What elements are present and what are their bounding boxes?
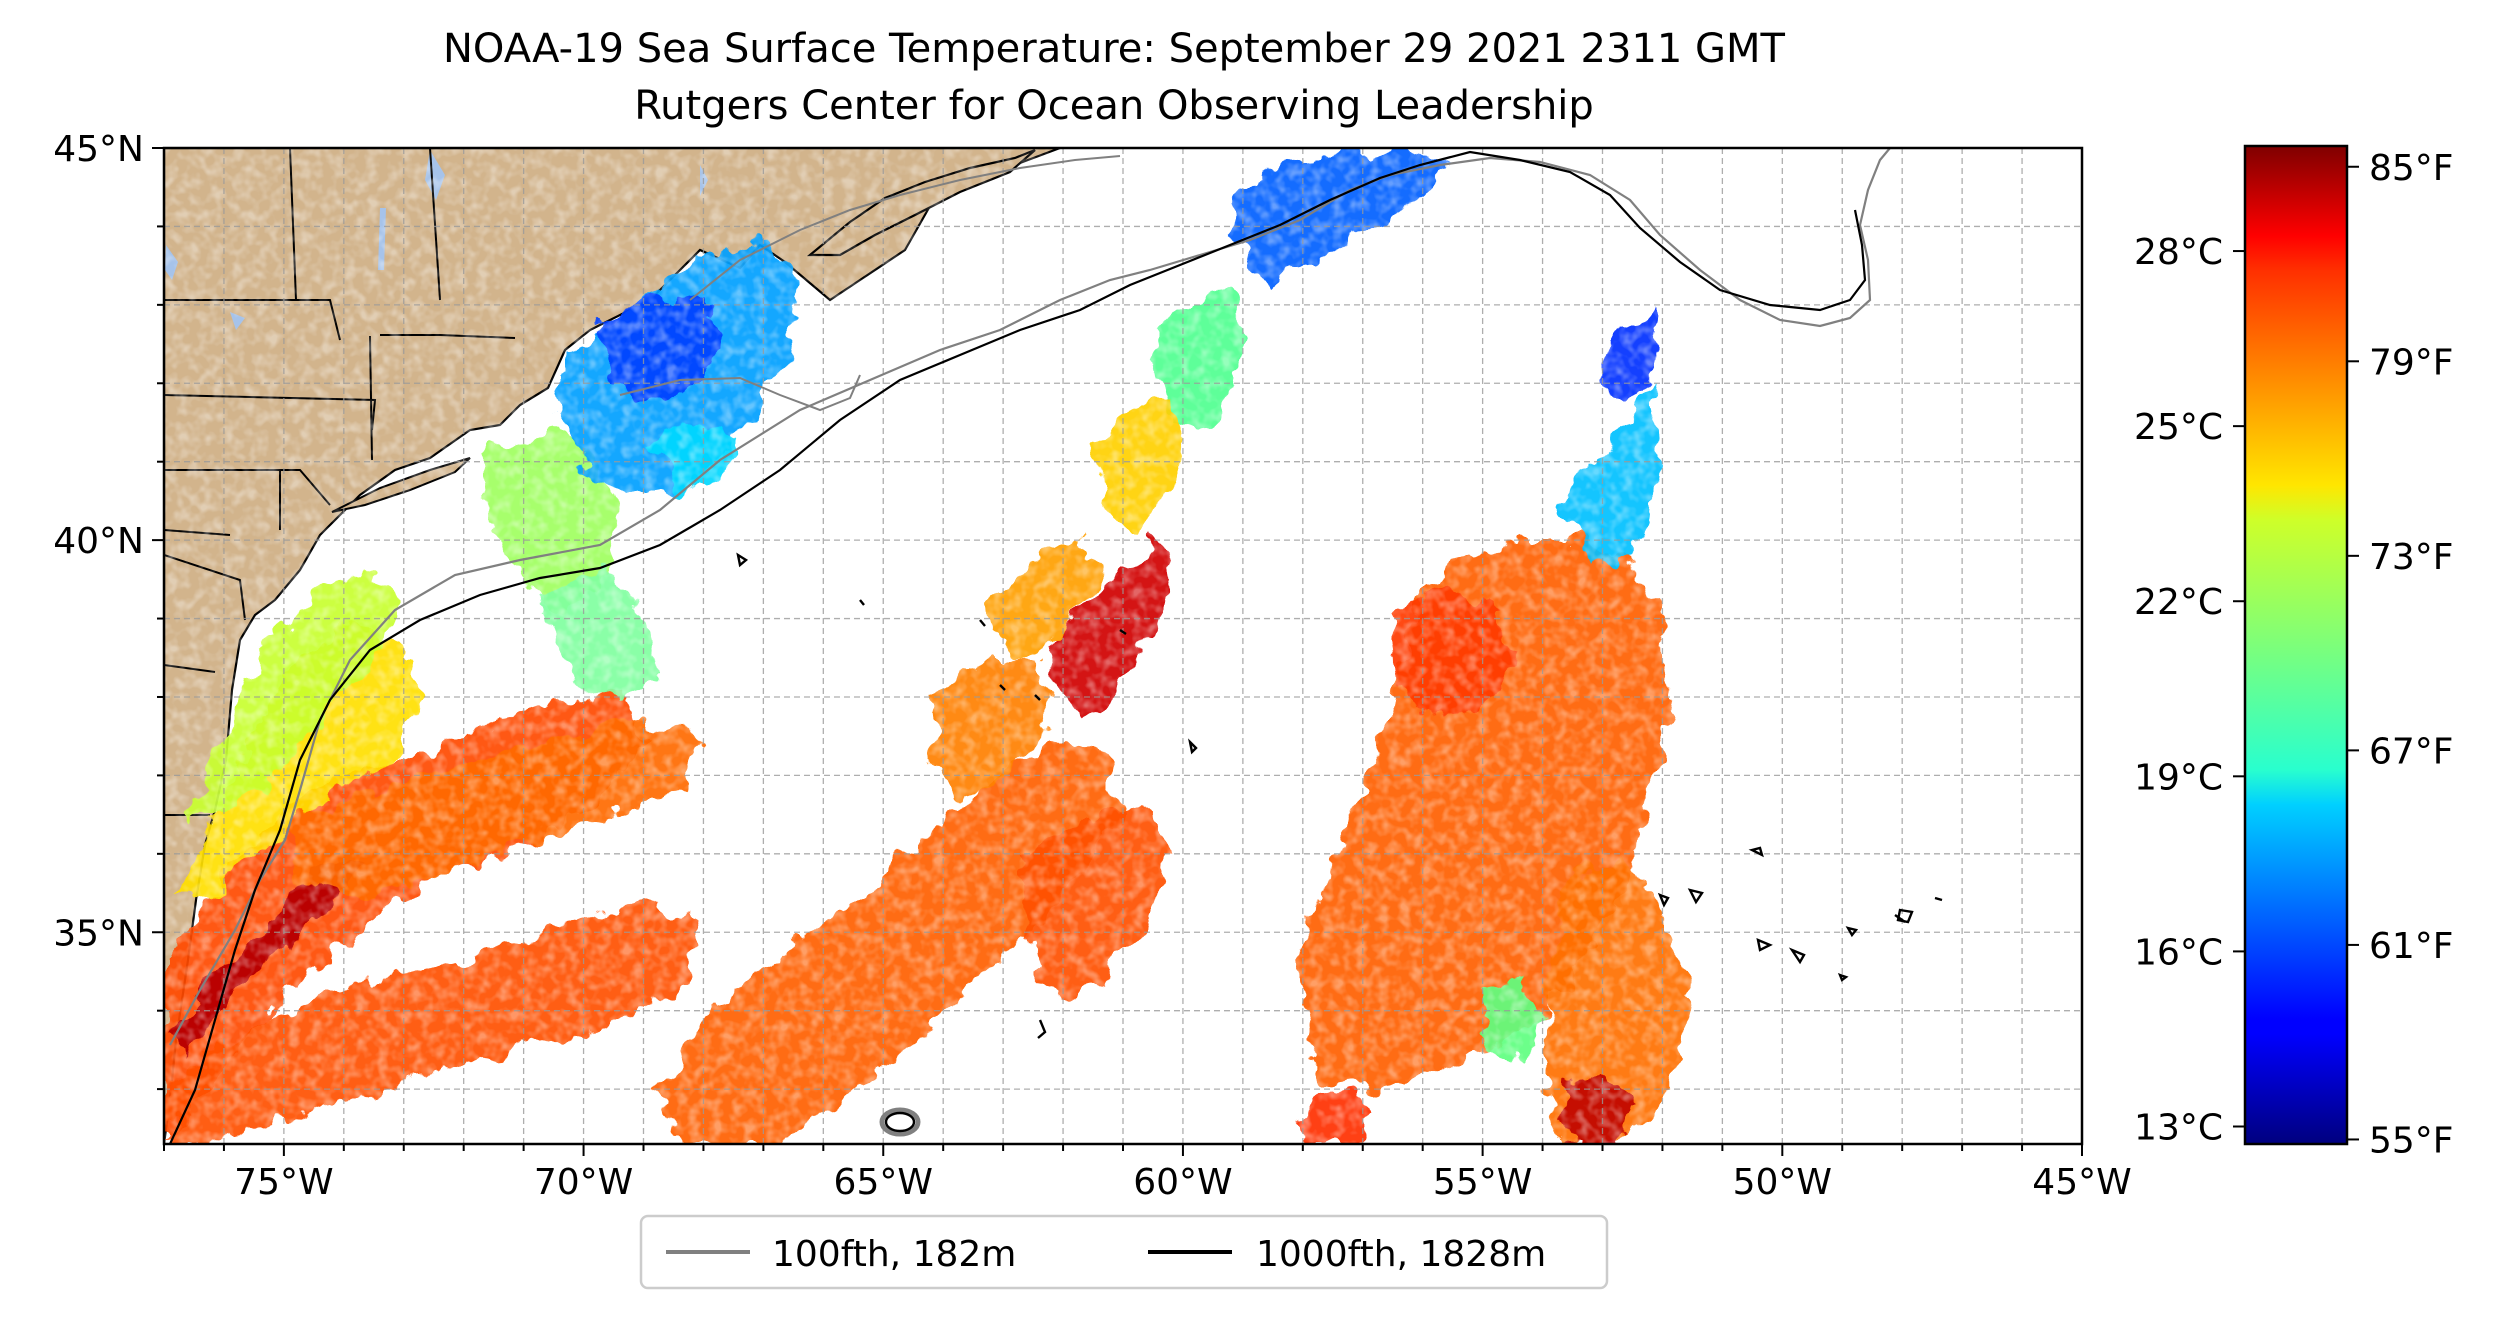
colorbar-c-label: 16°C bbox=[2134, 932, 2223, 973]
map-grid bbox=[164, 148, 2082, 1144]
y-tick-label: 45°N bbox=[53, 129, 144, 170]
sst-map: 75°W 70°W 65°W 60°W 55°W 50°W 45°W 45°N 40°N 35°… bbox=[53, 129, 2131, 1203]
colorbar-gradient bbox=[2243, 144, 2349, 1146]
title-line-1: NOAA-19 Sea Surface Temperature: Septemb… bbox=[443, 26, 1786, 72]
x-tick-label: 50°W bbox=[1733, 1162, 1832, 1203]
colorbar-c-label: 28°C bbox=[2134, 232, 2223, 273]
x-tick-label: 65°W bbox=[834, 1162, 933, 1203]
colorbar-f-label: 85°F bbox=[2369, 148, 2454, 189]
legend-frame bbox=[639, 1214, 1609, 1290]
colorbar-f-label: 61°F bbox=[2369, 926, 2454, 967]
colorbar-f-label: 67°F bbox=[2369, 731, 2454, 772]
colorbar-fahrenheit-axis: 55°F 61°F 67°F 73°F 79°F 85°F bbox=[2347, 148, 2454, 1161]
x-axis: 75°W 70°W 65°W 60°W 55°W 50°W 45°W bbox=[163, 1144, 2132, 1203]
seamount-contours bbox=[736, 552, 1943, 1137]
colorbar-f-label: 73°F bbox=[2369, 537, 2454, 578]
title-line-2: Rutgers Center for Ocean Observing Leade… bbox=[634, 83, 1594, 129]
isobath-100fth bbox=[619, 374, 861, 412]
colorbar-celsius-axis: 13°C 16°C 19°C 22°C 25°C 28°C bbox=[2134, 232, 2245, 1148]
legend-label-1000fth: 1000fth, 1828m bbox=[1256, 1234, 1546, 1275]
isobath-100fth bbox=[169, 148, 1891, 1046]
y-tick-label: 35°N bbox=[53, 913, 144, 954]
cloud-speckle bbox=[164, 148, 2082, 1144]
colorbar-f-label: 79°F bbox=[2369, 342, 2454, 383]
colorbar-c-label: 22°C bbox=[2134, 582, 2223, 623]
legend-label-100fth: 100fth, 182m bbox=[772, 1234, 1016, 1275]
colorbar-c-label: 25°C bbox=[2134, 407, 2223, 448]
colorbar-f-label: 55°F bbox=[2369, 1120, 2454, 1161]
x-tick-label: 55°W bbox=[1433, 1162, 1532, 1203]
x-tick-label: 45°W bbox=[2032, 1162, 2131, 1203]
colorbar: 13°C 16°C 19°C 22°C 25°C 28°C 55°F 61°F 67°F 73°… bbox=[2134, 144, 2454, 1161]
y-tick-label: 40°N bbox=[53, 521, 144, 562]
x-tick-label: 60°W bbox=[1133, 1162, 1232, 1203]
y-axis: 45°N 40°N 35°N bbox=[53, 129, 164, 1091]
x-tick-label: 70°W bbox=[534, 1162, 633, 1203]
colorbar-c-label: 19°C bbox=[2134, 757, 2223, 798]
colorbar-c-label: 13°C bbox=[2134, 1107, 2223, 1148]
legend: 100fth, 182m 1000fth, 1828m bbox=[639, 1214, 1609, 1290]
x-tick-label: 75°W bbox=[234, 1162, 333, 1203]
isobath-100fth bbox=[689, 155, 1121, 301]
isobath-1000fth bbox=[169, 150, 1867, 1144]
